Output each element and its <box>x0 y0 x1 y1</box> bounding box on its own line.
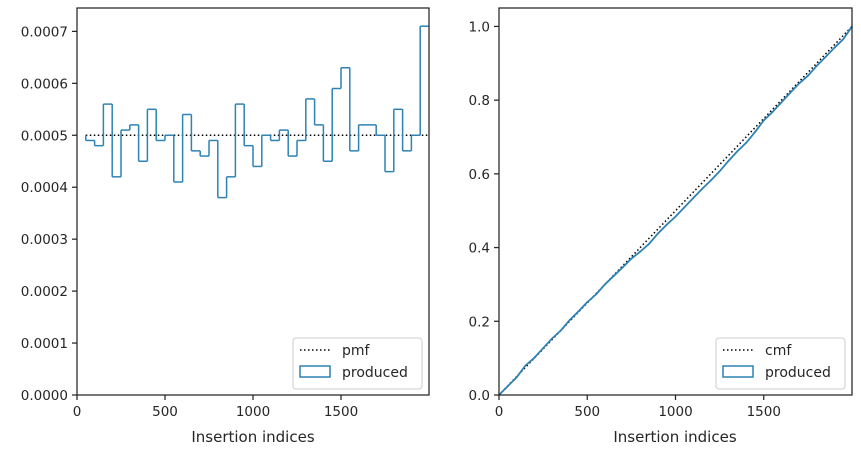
produced-point-4 <box>533 356 536 359</box>
right-x-tick-label-0: 0 <box>495 404 504 420</box>
left-y-tick-label-3: 0.0003 <box>21 232 68 248</box>
left-x-tick-label-1: 500 <box>152 404 178 420</box>
left-x-axis-label: Insertion indices <box>191 428 314 446</box>
right-legend-produced-label: produced <box>765 365 831 381</box>
left-y-tick-label-1: 0.0001 <box>21 336 68 352</box>
left-y-tick-label-2: 0.0002 <box>21 284 68 300</box>
produced-point-1 <box>506 385 509 388</box>
left-plot-area <box>77 8 429 395</box>
right-plot-area <box>499 8 852 395</box>
produced-point-18 <box>656 232 659 235</box>
produced-point-3 <box>524 364 527 367</box>
produced-point-23 <box>701 188 703 190</box>
produced-point-7 <box>559 329 562 332</box>
produced-point-20 <box>674 215 677 218</box>
right-x-tick-label-3: 1500 <box>747 404 781 420</box>
right-chart: 0.0 0.2 0.4 0.6 0.8 1.0 0 500 1000 1500 Insertio… <box>469 7 853 446</box>
right-legend-cmf-label: cmf <box>765 343 792 359</box>
produced-point-36 <box>815 64 818 67</box>
right-y-tick-label-5: 1.0 <box>469 19 490 35</box>
left-x-tick-label-0: 0 <box>73 404 82 420</box>
left-x-tick-label-2: 1000 <box>236 404 270 420</box>
right-legend: cmf produced <box>715 337 846 390</box>
produced-point-27 <box>736 150 739 153</box>
right-y-tick-label-0: 0.0 <box>469 388 490 404</box>
right-x-tick-label-1: 500 <box>574 404 600 420</box>
produced-point-5 <box>542 347 545 350</box>
left-chart: 0.0000 0.0001 0.0002 0.0003 0.0004 0.0005 0.00… <box>21 7 430 446</box>
produced-point-15 <box>630 257 633 260</box>
produced-point-38 <box>833 46 836 49</box>
produced-point-33 <box>789 91 792 94</box>
produced-point-21 <box>683 206 686 209</box>
produced-point-14 <box>621 266 624 269</box>
produced-point-25 <box>718 170 721 173</box>
left-y-tick-label-7: 0.0007 <box>21 24 68 40</box>
produced-point-17 <box>648 242 650 245</box>
produced-point-37 <box>824 56 827 58</box>
left-y-tick-label-4: 0.0004 <box>21 180 68 196</box>
produced-point-28 <box>745 141 747 144</box>
produced-point-13 <box>612 275 615 277</box>
right-y-tick-label-2: 0.4 <box>469 241 490 257</box>
left-y-tick-label-5: 0.0005 <box>21 128 68 144</box>
produced-point-35 <box>806 74 809 77</box>
produced-point-12 <box>604 283 606 286</box>
produced-point-26 <box>727 160 730 162</box>
produced-point-34 <box>798 82 800 85</box>
left-y-tick-label-6: 0.0006 <box>21 76 68 92</box>
left-y-tick-label-0: 0.0000 <box>21 388 68 404</box>
produced-point-2 <box>515 376 518 379</box>
produced-point-11 <box>595 293 597 296</box>
right-x-tick-label-2: 1000 <box>658 404 692 420</box>
right-legend-produced-swatch <box>722 365 754 378</box>
right-y-tick-label-3: 0.6 <box>469 167 490 183</box>
produced-point-24 <box>709 179 712 182</box>
right-y-tick-label-1: 0.2 <box>469 314 490 330</box>
produced-point-9 <box>577 310 580 313</box>
left-legend-produced-label: produced <box>342 365 408 381</box>
left-legend-pmf-label: pmf <box>342 343 371 359</box>
produced-point-29 <box>754 131 756 134</box>
right-x-axis-label: Insertion indices <box>613 428 736 446</box>
produced-point-22 <box>692 197 695 200</box>
produced-point-10 <box>586 301 589 304</box>
produced-point-30 <box>762 119 765 122</box>
produced-point-16 <box>639 250 642 253</box>
left-x-tick-label-3: 1500 <box>324 404 358 420</box>
produced-point-8 <box>568 319 571 322</box>
produced-point-31 <box>771 111 774 113</box>
produced-point-39 <box>842 38 845 41</box>
left-legend-produced-swatch <box>299 365 331 378</box>
left-legend: pmf produced <box>292 337 423 390</box>
produced-point-6 <box>551 337 553 340</box>
produced-point-32 <box>780 101 783 104</box>
right-y-tick-label-4: 0.8 <box>469 93 490 109</box>
produced-point-19 <box>665 223 668 226</box>
